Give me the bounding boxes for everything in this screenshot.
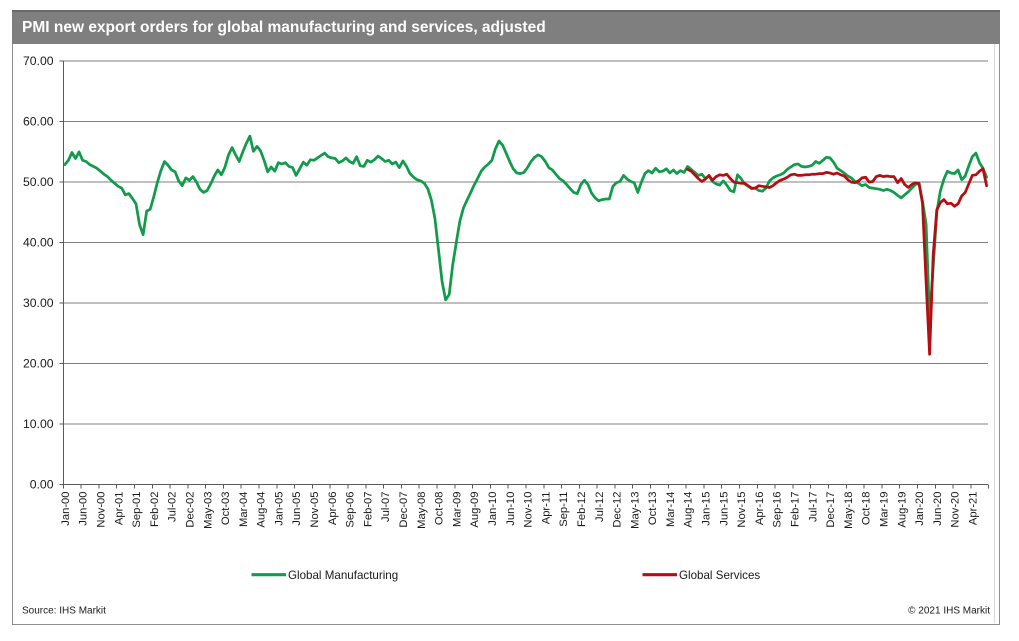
svg-text:Jul-12: Jul-12 [594, 492, 606, 522]
svg-text:Jan-15: Jan-15 [701, 492, 713, 526]
svg-text:Global Manufacturing: Global Manufacturing [288, 569, 398, 582]
svg-text:May-08: May-08 [416, 492, 428, 529]
svg-text:Oct-18: Oct-18 [861, 492, 873, 526]
svg-text:Jun-20: Jun-20 [932, 492, 944, 526]
svg-text:Dec-12: Dec-12 [612, 492, 624, 528]
svg-text:Jun-15: Jun-15 [718, 492, 730, 526]
svg-text:Jan-05: Jan-05 [273, 492, 285, 526]
svg-text:Jun-10: Jun-10 [505, 492, 517, 526]
svg-text:Feb-12: Feb-12 [576, 492, 588, 527]
svg-text:0.00: 0.00 [30, 477, 54, 491]
svg-text:Aug-19: Aug-19 [896, 492, 908, 528]
svg-text:Jan-20: Jan-20 [914, 492, 926, 526]
svg-text:Aug-04: Aug-04 [256, 492, 268, 528]
svg-text:Oct-13: Oct-13 [647, 492, 659, 526]
svg-text:70.00: 70.00 [23, 54, 54, 68]
svg-text:May-13: May-13 [629, 492, 641, 529]
svg-text:Jan-00: Jan-00 [60, 492, 72, 526]
svg-text:Mar-04: Mar-04 [238, 492, 250, 527]
svg-text:Jul-17: Jul-17 [807, 492, 819, 522]
svg-text:20.00: 20.00 [23, 356, 54, 370]
svg-text:Mar-14: Mar-14 [665, 492, 677, 527]
svg-text:Jun-00: Jun-00 [78, 492, 90, 526]
svg-text:Apr-21: Apr-21 [967, 492, 979, 526]
svg-text:30.00: 30.00 [23, 296, 54, 310]
svg-text:Feb-02: Feb-02 [149, 492, 161, 527]
svg-text:Jan-10: Jan-10 [487, 492, 499, 526]
svg-text:Apr-06: Apr-06 [327, 492, 339, 526]
svg-text:Nov-10: Nov-10 [523, 492, 535, 528]
svg-text:60.00: 60.00 [23, 115, 54, 129]
svg-text:Mar-19: Mar-19 [879, 492, 891, 527]
svg-text:Global Services: Global Services [679, 569, 760, 582]
svg-text:Feb-07: Feb-07 [362, 492, 374, 527]
svg-text:Sep-06: Sep-06 [345, 492, 357, 528]
svg-text:Nov-15: Nov-15 [736, 492, 748, 528]
svg-text:Source: IHS Markit: Source: IHS Markit [22, 606, 106, 617]
svg-text:Aug-14: Aug-14 [683, 492, 695, 528]
svg-text:Oct-08: Oct-08 [434, 492, 446, 526]
svg-text:Sep-11: Sep-11 [558, 492, 570, 527]
svg-text:Nov-00: Nov-00 [96, 492, 108, 528]
svg-text:© 2021 IHS Markit: © 2021 IHS Markit [908, 606, 990, 617]
svg-text:Jul-07: Jul-07 [380, 492, 392, 522]
svg-text:40.00: 40.00 [23, 236, 54, 250]
svg-text:Jun-05: Jun-05 [291, 492, 303, 526]
svg-text:Apr-16: Apr-16 [754, 492, 766, 526]
svg-text:Feb-17: Feb-17 [790, 492, 802, 527]
svg-text:Apr-01: Apr-01 [113, 492, 125, 526]
svg-text:Dec-02: Dec-02 [185, 492, 197, 528]
svg-text:50.00: 50.00 [23, 175, 54, 189]
svg-text:Oct-03: Oct-03 [220, 492, 232, 526]
svg-text:Nov-20: Nov-20 [950, 492, 962, 528]
svg-text:Apr-11: Apr-11 [540, 492, 552, 525]
svg-text:10.00: 10.00 [23, 417, 54, 431]
svg-text:Nov-05: Nov-05 [309, 492, 321, 528]
svg-text:Jul-02: Jul-02 [167, 492, 179, 522]
svg-text:Dec-17: Dec-17 [825, 492, 837, 528]
svg-text:Aug-09: Aug-09 [469, 492, 481, 528]
svg-text:May-03: May-03 [202, 492, 214, 529]
svg-text:Sep-01: Sep-01 [131, 492, 143, 528]
svg-text:May-18: May-18 [843, 492, 855, 529]
svg-text:Mar-09: Mar-09 [451, 492, 463, 527]
svg-text:Sep-16: Sep-16 [772, 492, 784, 528]
svg-text:Dec-07: Dec-07 [398, 492, 410, 528]
